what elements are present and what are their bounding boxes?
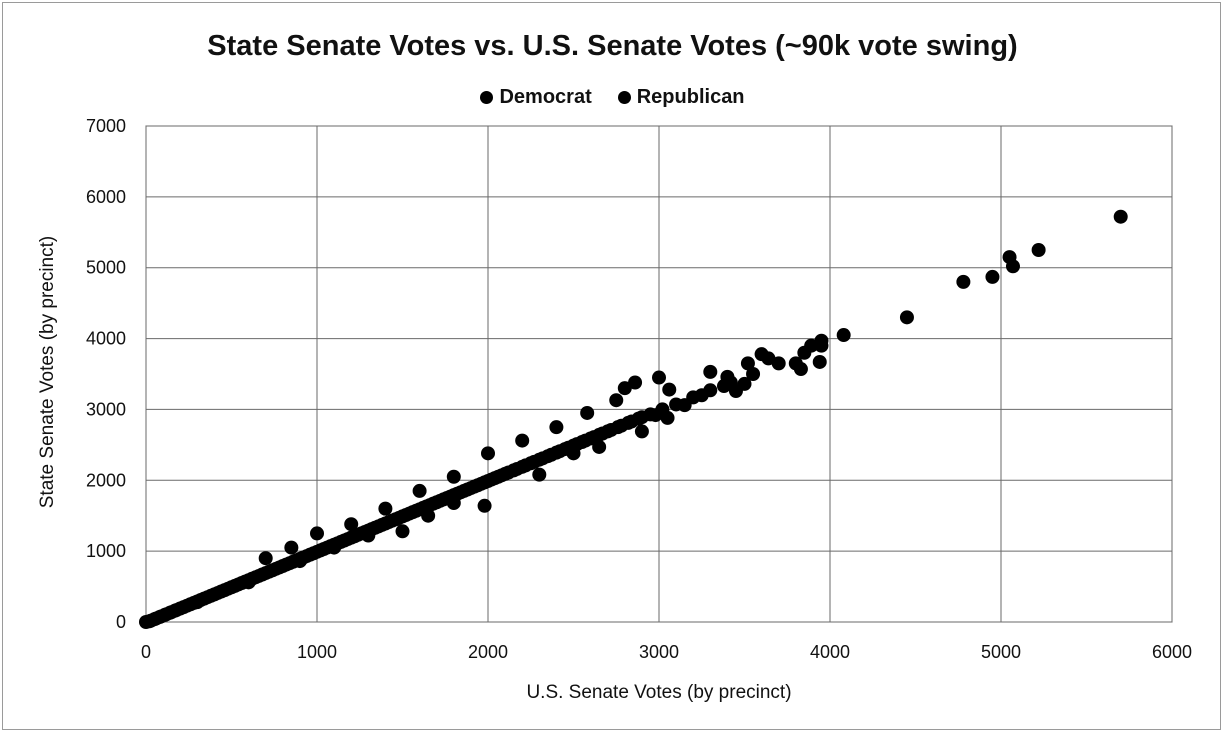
data-point-republican bbox=[241, 575, 256, 590]
chart-legend: Democrat Republican bbox=[0, 86, 1225, 109]
data-point-republican bbox=[660, 410, 675, 425]
data-point-democrat bbox=[746, 367, 761, 381]
chart-title: State Senate Votes vs. U.S. Senate Votes… bbox=[207, 30, 1018, 62]
data-point-democrat bbox=[899, 310, 914, 325]
data-point-republican bbox=[421, 508, 436, 523]
legend-label-republican: Republican bbox=[636, 86, 745, 108]
data-point-republican bbox=[634, 410, 649, 425]
data-point-republican bbox=[395, 524, 410, 539]
data-point-republican bbox=[677, 398, 692, 413]
y-tick-label: 4000 bbox=[86, 329, 126, 349]
data-point-democrat bbox=[1005, 259, 1020, 274]
data-point-republican bbox=[190, 595, 205, 610]
data-point-democrat bbox=[580, 405, 595, 420]
x-tick-label: 4000 bbox=[810, 642, 850, 662]
data-point-democrat bbox=[284, 540, 299, 555]
y-tick-label: 3000 bbox=[86, 399, 126, 419]
data-point-republican bbox=[716, 379, 731, 394]
data-point-republican bbox=[592, 439, 607, 454]
y-tick-label: 6000 bbox=[86, 187, 126, 207]
data-point-democrat bbox=[761, 351, 776, 366]
data-point-republican bbox=[634, 424, 649, 439]
x-tick-label: 6000 bbox=[1152, 642, 1192, 662]
y-axis-label: State Senate Votes (by precinct) bbox=[37, 235, 58, 509]
data-point-democrat bbox=[652, 370, 666, 385]
data-point-democrat bbox=[549, 420, 564, 435]
data-point-republican bbox=[532, 467, 547, 482]
data-point-democrat bbox=[258, 551, 273, 566]
legend-marker-republican bbox=[617, 91, 631, 104]
data-point-republican bbox=[812, 354, 827, 369]
x-tick-label: 5000 bbox=[981, 642, 1021, 662]
data-point-democrat bbox=[985, 269, 1000, 284]
data-point-democrat bbox=[481, 446, 495, 461]
x-tick-label: 2000 bbox=[468, 642, 508, 662]
data-point-democrat bbox=[628, 375, 643, 390]
legend-marker-democrat bbox=[480, 91, 494, 104]
data-point-republican bbox=[737, 376, 752, 391]
data-point-democrat bbox=[703, 364, 718, 379]
y-tick-label: 1000 bbox=[86, 541, 126, 561]
data-point-republican bbox=[694, 388, 709, 403]
data-point-democrat bbox=[609, 393, 624, 408]
data-point-republican bbox=[648, 408, 663, 423]
data-point-republican bbox=[292, 554, 307, 569]
data-point-democrat bbox=[378, 501, 393, 516]
data-point-republican bbox=[477, 498, 492, 513]
data-point-republican bbox=[446, 495, 461, 510]
x-tick-label: 3000 bbox=[639, 642, 679, 662]
y-tick-label: 0 bbox=[116, 612, 126, 632]
x-tick-label: 1000 bbox=[297, 642, 337, 662]
data-point-democrat bbox=[446, 469, 461, 484]
data-point-democrat bbox=[1031, 243, 1046, 257]
data-point-republican bbox=[793, 362, 808, 377]
data-point-democrat bbox=[344, 517, 359, 532]
data-point-republican bbox=[327, 540, 342, 555]
data-point-republican bbox=[566, 446, 581, 461]
data-point-democrat bbox=[515, 433, 530, 448]
data-point-democrat bbox=[956, 274, 971, 289]
data-point-democrat bbox=[814, 333, 829, 348]
data-point-democrat bbox=[662, 382, 677, 397]
legend-item-democrat: Democrat bbox=[480, 86, 592, 109]
legend-item-republican: Republican bbox=[617, 86, 745, 109]
y-tick-label: 7000 bbox=[86, 116, 126, 136]
x-tick-label: 0 bbox=[141, 642, 151, 662]
y-tick-label: 5000 bbox=[86, 258, 126, 278]
data-point-republican bbox=[361, 528, 376, 543]
data-point-democrat bbox=[617, 381, 632, 396]
x-axis-label: U.S. Senate Votes (by precinct) bbox=[526, 682, 792, 703]
data-point-democrat bbox=[310, 526, 324, 541]
data-point-democrat bbox=[412, 483, 427, 498]
y-tick-label: 2000 bbox=[86, 470, 126, 490]
data-point-democrat bbox=[740, 356, 755, 371]
data-point-democrat bbox=[1113, 209, 1128, 224]
data-point-democrat bbox=[836, 328, 851, 343]
legend-label-democrat: Democrat bbox=[499, 86, 592, 108]
